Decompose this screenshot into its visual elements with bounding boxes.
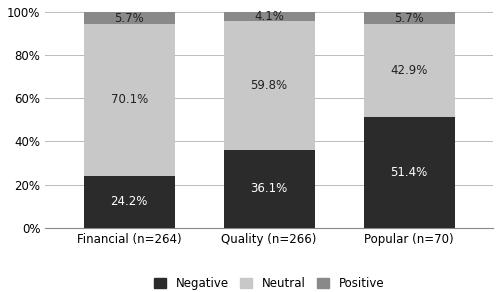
Bar <box>224 12 314 21</box>
Text: 24.2%: 24.2% <box>110 195 148 208</box>
Legend: Negative, Neutral, Positive: Negative, Neutral, Positive <box>150 272 389 292</box>
Bar <box>84 24 174 175</box>
Bar <box>364 24 454 117</box>
Text: 59.8%: 59.8% <box>250 79 288 92</box>
Text: 5.7%: 5.7% <box>394 12 424 25</box>
Bar <box>224 21 314 150</box>
Text: 5.7%: 5.7% <box>114 12 144 25</box>
Bar <box>364 117 454 228</box>
Bar <box>84 175 174 228</box>
Text: 36.1%: 36.1% <box>250 182 288 195</box>
Text: 51.4%: 51.4% <box>390 166 428 179</box>
Bar <box>224 150 314 228</box>
Text: 70.1%: 70.1% <box>110 93 148 106</box>
Text: 42.9%: 42.9% <box>390 64 428 77</box>
Bar <box>364 12 454 24</box>
Text: 4.1%: 4.1% <box>254 10 284 23</box>
Bar <box>84 12 174 24</box>
